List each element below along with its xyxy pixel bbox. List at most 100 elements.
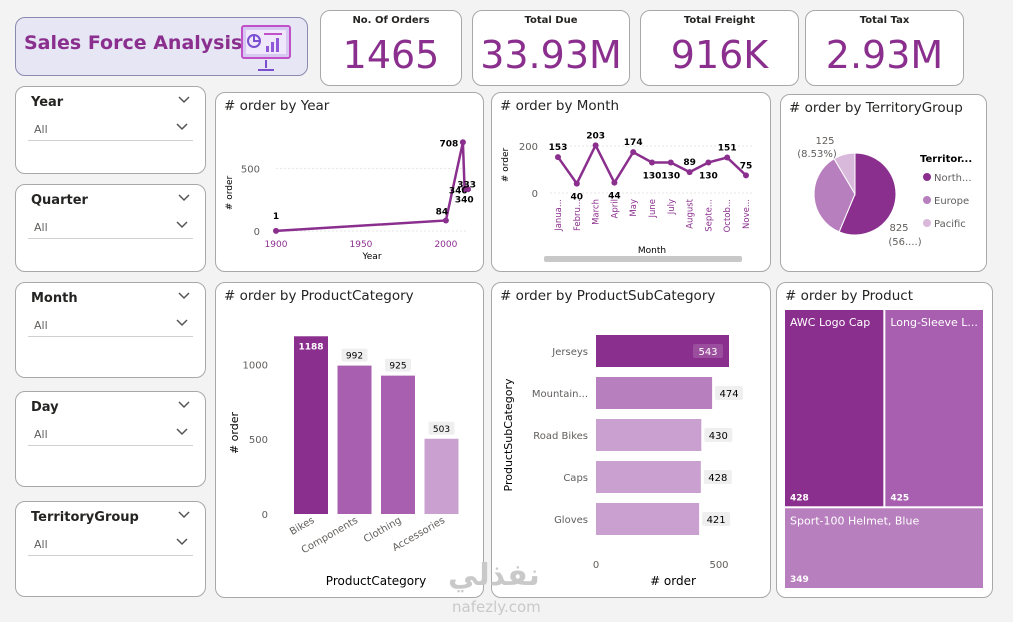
slicer-title: Month [31,291,78,306]
kpi-value: 916K [670,33,769,77]
data-label: 925 [389,362,406,372]
slicer-dropdown[interactable]: All [28,534,193,556]
x-tick-label: August [686,198,696,228]
slicer-quarter[interactable]: Quarter All [15,184,206,272]
legend-label: Europe [934,196,969,207]
slicer-month[interactable]: Month All [15,282,206,378]
y-tick-label: 500 [241,164,260,175]
chart-title: # order by Month [500,98,620,114]
title-card: Sales Force Analysis [15,17,308,76]
data-label: 992 [346,352,363,362]
y-tick-label: 0 [532,189,538,200]
data-label: 130 [661,171,680,181]
y-axis-title: # order [228,412,241,455]
x-tick-label: Febru... [573,199,583,231]
slicer-title: Year [31,95,64,110]
y-tick-label: 1000 [243,360,268,371]
data-point [459,139,466,146]
slicer-day[interactable]: Day All [15,391,206,487]
data-point [724,154,731,161]
visual-order-by-productcategory[interactable]: # order by ProductCategory 0 500 1000 # ord… [215,282,484,598]
pie-slice [838,152,897,236]
chart-title: # order by Product [785,288,913,304]
series-line [275,141,469,233]
chevron-down-icon[interactable] [177,95,191,105]
data-label: (8.53%) [797,149,837,160]
territory-pie-chart: 125 (8.53%) 825 (56....) Territor... North...… [797,136,972,248]
visual-order-by-year[interactable]: # order by Year 0 500 1900 1950 2000 Year # or… [215,92,484,272]
x-tick-label: Septe... [704,199,714,232]
y-tick-label: Caps [563,473,588,484]
chevron-down-icon[interactable] [177,291,191,301]
dashboard-title: Sales Force Analysis [24,32,243,54]
x-axis-title: ProductCategory [326,574,426,588]
slicer-value: All [34,221,48,234]
treemap-tile [785,508,983,588]
data-label: 75 [740,161,753,171]
data-label: 174 [624,138,643,148]
data-label: (56....) [888,237,921,248]
treemap-tile [885,310,983,507]
chevron-down-icon[interactable] [177,400,191,410]
slicer-territorygroup[interactable]: TerritoryGroup All [15,501,206,597]
treemap-label: Long-Sleeve L... [890,316,978,329]
treemap-label: AWC Logo Cap [790,316,870,329]
data-label-bg [428,421,455,435]
chevron-down-icon[interactable] [177,193,191,203]
visual-order-by-product[interactable]: # order by Product AWC Logo Cap 428 Long-S… [776,282,993,598]
data-point [686,169,693,176]
chevron-down-icon[interactable] [177,510,191,520]
x-tick-label: May [629,199,639,217]
slicer-value: All [34,319,48,332]
slicer-year[interactable]: Year All [15,86,206,174]
watermark-url: nafezly.com [452,598,541,616]
data-label: 84 [436,207,449,217]
bar [596,419,702,451]
data-point [611,179,618,186]
data-label: 203 [586,131,605,141]
slicer-value: All [34,123,48,136]
data-label: 503 [433,425,450,435]
visual-order-by-month[interactable]: # order by Month 0 200 # order 153 Janua... 4… [491,92,771,272]
x-tick-label: Bikes [288,515,316,538]
chart-title: # order by ProductCategory [224,288,414,304]
data-point [667,159,674,166]
kpi-value: 33.93M [480,33,622,77]
data-point [555,154,561,161]
y-tick-label: 500 [249,435,268,446]
slicer-dropdown[interactable]: All [28,217,193,239]
data-label: 153 [549,143,568,153]
visual-order-by-productsubcategory[interactable]: # order by ProductSubCategory Jerseys 543… [491,282,771,598]
watermark-arabic: نفذلي [448,558,540,593]
kpi-label: Total Freight [683,15,756,26]
data-point [630,149,637,156]
kpi-label: Total Due [524,15,578,26]
chevron-down-icon [176,538,188,546]
slicer-dropdown[interactable]: All [28,119,193,141]
data-label: 825 [889,223,908,234]
y-axis-title: # order [501,148,511,183]
data-label: 708 [440,139,459,149]
data-label: 430 [709,431,728,442]
slicer-value: All [34,538,48,551]
y-tick-label: 0 [254,227,260,238]
x-tick-label: 1900 [265,240,288,250]
chevron-down-icon [176,221,188,229]
kpi-card-total-due: Total Due 33.93M [472,10,630,86]
y-tick-label: 200 [519,142,538,153]
bar [596,377,713,409]
x-tick-label: Nove... [742,199,752,229]
data-point [592,142,599,149]
kpi-label: No. Of Orders [352,15,430,26]
data-label: 474 [720,389,739,400]
data-label: 421 [707,515,726,526]
visual-order-by-territorygroup[interactable]: # order by TerritoryGroup 125 (8.53%) 825 (… [780,94,987,272]
horizontal-scrollbar[interactable] [544,256,742,262]
x-tick-label: 1950 [350,240,373,250]
legend-marker [923,196,931,204]
slicer-dropdown[interactable]: All [28,315,193,337]
bar [294,336,328,514]
slicer-dropdown[interactable]: All [28,424,193,446]
